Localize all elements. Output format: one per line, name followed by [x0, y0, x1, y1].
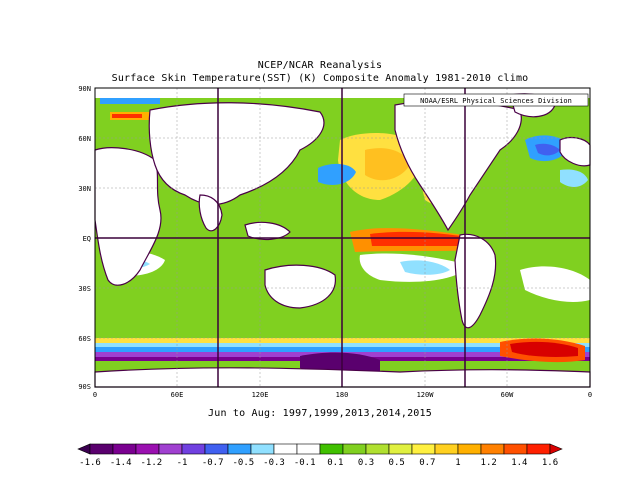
lon-label: 0	[93, 391, 97, 399]
lat-label: 30S	[78, 285, 91, 293]
colorbar-label: 1	[455, 458, 460, 468]
colorbar-label: 1.6	[542, 458, 558, 468]
colorbar-box	[227, 443, 252, 455]
colorbar-box	[411, 443, 436, 455]
composite-years-label: Jun to Aug: 1997,1999,2013,2014,2015	[208, 408, 432, 419]
colorbar-box	[365, 443, 390, 455]
colorbar-box	[457, 443, 482, 455]
lat-label: 90N	[78, 85, 91, 93]
map-frame	[94, 87, 591, 388]
map-gridlines	[95, 88, 590, 387]
colorbar-box	[503, 443, 528, 455]
lat-label: EQ	[83, 235, 91, 243]
colorbar-box	[342, 443, 367, 455]
colorbar-box	[526, 443, 551, 455]
colorbar-box	[480, 443, 505, 455]
colorbar-label: 0.7	[419, 458, 435, 468]
latitude-labels: 90N 60N 30N EQ 30S 60S 90S	[78, 85, 91, 391]
colorbar-label: 1.2	[481, 458, 497, 468]
colorbar-label: -0.5	[232, 458, 254, 468]
longitude-labels: 0 60E 120E 180 120W 60W 0	[93, 391, 592, 399]
lat-label: 60S	[78, 335, 91, 343]
colorbar-label: -1	[177, 458, 188, 468]
colorbar-box	[204, 443, 229, 455]
colorbar-box	[388, 443, 413, 455]
colorbar-label: -0.3	[263, 458, 285, 468]
credit-text: NOAA/ESRL Physical Sciences Division	[420, 97, 572, 105]
credit-box	[403, 93, 589, 107]
colorbar-box	[89, 443, 114, 455]
colorbar-box	[158, 443, 183, 455]
colorbar-label: 0.1	[327, 458, 343, 468]
colorbar-min-arrow	[77, 443, 91, 455]
figure-title: NCEP/NCAR Reanalysis	[257, 60, 383, 71]
colorbar-label: -0.1	[294, 458, 316, 468]
map-panel: NOAA/ESRL Physical Sciences Division	[94, 87, 591, 388]
colorbar-box	[250, 443, 275, 455]
colorbar-label: -1.2	[140, 458, 162, 468]
colorbar-max-arrow	[549, 443, 563, 455]
colorbar-label: -1.6	[79, 458, 101, 468]
colorbar-box	[319, 443, 344, 455]
lon-label: 120E	[252, 391, 269, 399]
colorbar-box	[296, 443, 321, 455]
colorbar: -1.6 -1.4 -1.2 -1 -0.7 -0.5 -0.3 -0.1 0.1 0.3 0.5 0…	[77, 443, 563, 468]
colorbar-box	[434, 443, 459, 455]
colorbar-box	[273, 443, 298, 455]
lat-label: 90S	[78, 383, 91, 391]
colorbar-label: 1.4	[511, 458, 527, 468]
lon-label: 60W	[501, 391, 514, 399]
lon-label: 60E	[171, 391, 184, 399]
lat-label: 30N	[78, 185, 91, 193]
colorbar-label: -1.4	[110, 458, 132, 468]
colorbar-box	[181, 443, 206, 455]
colorbar-label: -0.7	[202, 458, 224, 468]
colorbar-box	[135, 443, 160, 455]
colorbar-label: 0.5	[389, 458, 405, 468]
figure-subtitle: Surface Skin Temperature(SST) (K) Compos…	[111, 73, 529, 84]
lon-label: 120W	[417, 391, 435, 399]
colorbar-box	[112, 443, 137, 455]
lon-label: 180	[336, 391, 349, 399]
colorbar-label: 0.3	[358, 458, 374, 468]
lat-label: 60N	[78, 135, 91, 143]
lon-label: 0	[588, 391, 592, 399]
